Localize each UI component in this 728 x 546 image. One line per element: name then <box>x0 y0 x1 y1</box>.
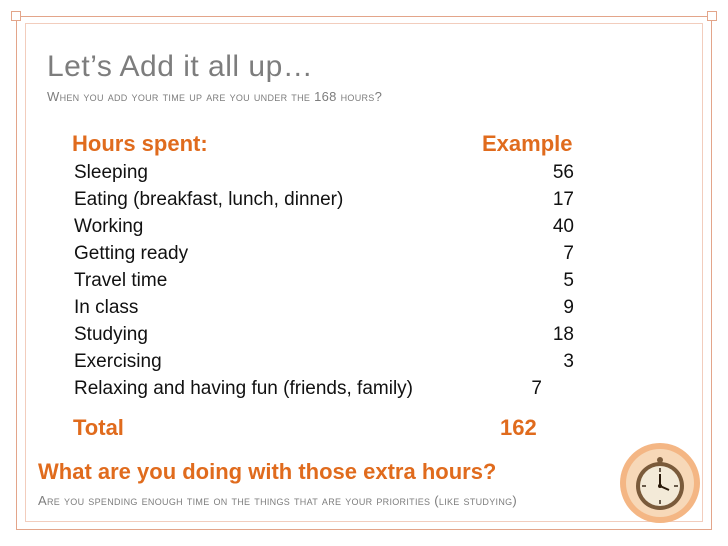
table-header: Hours spent: Example <box>72 131 592 157</box>
row-label: Travel time <box>74 270 168 291</box>
row-label: Studying <box>74 324 148 345</box>
total-label: Total <box>73 415 124 440</box>
table-row: Studying 18 <box>74 324 574 351</box>
corner-ornament-top-right <box>707 11 717 21</box>
table-row: Travel time 5 <box>74 270 574 297</box>
row-value: 17 <box>552 189 574 210</box>
row-value: 7 <box>531 378 542 399</box>
table-row: Relaxing and having fun (friends, family… <box>74 378 574 405</box>
row-label: Relaxing and having fun (friends, family… <box>74 378 414 399</box>
row-label: Eating (breakfast, lunch, dinner) <box>74 189 344 210</box>
hours-table: Sleeping 56 Eating (breakfast, lunch, di… <box>74 162 574 405</box>
hours-spent-heading: Hours spent: <box>72 131 208 156</box>
row-label: Exercising <box>74 351 162 372</box>
corner-ornament-top-left <box>11 11 21 21</box>
total-value: 162 <box>500 415 537 440</box>
clock-icon <box>620 443 700 523</box>
row-label: Getting ready <box>74 243 189 264</box>
row-label: Working <box>74 216 144 237</box>
slide-subtitle: When you add your time up are you under … <box>47 89 383 104</box>
row-value: 3 <box>563 351 574 372</box>
table-row: In class 9 <box>74 297 574 324</box>
priorities-note: Are you spending enough time on the thin… <box>38 493 518 508</box>
row-value: 56 <box>552 162 574 183</box>
row-label: Sleeping <box>74 162 148 183</box>
total-row: Total 162 <box>73 415 573 443</box>
slide-inner-border <box>25 23 703 522</box>
table-row: Getting ready 7 <box>74 243 574 270</box>
table-row: Sleeping 56 <box>74 162 574 189</box>
row-label: In class <box>74 297 139 318</box>
row-value: 18 <box>552 324 574 345</box>
table-row: Working 40 <box>74 216 574 243</box>
slide-border <box>16 16 712 530</box>
row-value: 9 <box>563 297 574 318</box>
slide-title: Let’s Add it all up… <box>47 50 314 83</box>
row-value: 5 <box>563 270 574 291</box>
row-value: 40 <box>552 216 574 237</box>
extra-hours-question: What are you doing with those extra hour… <box>38 459 497 484</box>
table-row: Exercising 3 <box>74 351 574 378</box>
example-heading: Example <box>482 131 573 156</box>
row-value: 7 <box>563 243 574 264</box>
table-row: Eating (breakfast, lunch, dinner) 17 <box>74 189 574 216</box>
